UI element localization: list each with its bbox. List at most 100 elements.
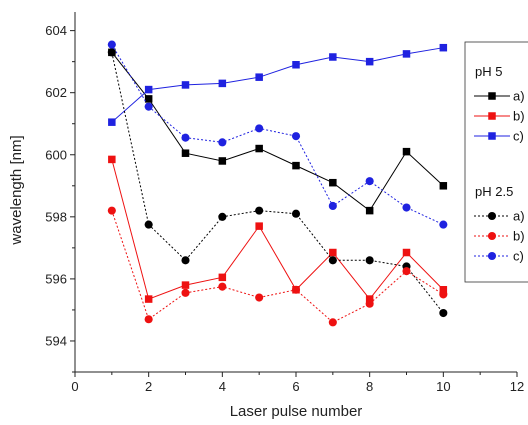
series-line [111, 159, 444, 300]
data-point [144, 295, 153, 303]
legend-entry-label: b) [513, 109, 525, 124]
y-tick-label: 600 [45, 147, 67, 162]
y-axis-title: wavelength [nm] [8, 135, 25, 245]
legend-box [464, 41, 528, 283]
data-point [402, 267, 411, 276]
data-point [218, 157, 227, 165]
series-1 [108, 155, 448, 303]
legend-marker [487, 251, 497, 261]
data-point [402, 248, 411, 257]
data-point [144, 102, 153, 111]
series-line [111, 210, 444, 323]
data-point [144, 95, 153, 103]
legend-entry-label: c) [513, 249, 524, 264]
legend-marker [487, 231, 497, 241]
x-axis-title: Laser pulse number [230, 403, 363, 420]
series-layer [107, 40, 448, 327]
data-point [255, 222, 263, 230]
data-point [292, 161, 300, 170]
data-point [329, 248, 337, 257]
y-tick-label: 594 [45, 333, 67, 348]
data-point [144, 85, 153, 94]
x-tick-label: 4 [219, 379, 226, 394]
series-2 [108, 43, 448, 126]
data-point [218, 282, 227, 291]
data-point [181, 133, 190, 142]
data-point [255, 206, 264, 215]
data-point [439, 43, 448, 52]
legend-marker [488, 92, 496, 100]
legend-marker [488, 132, 496, 140]
data-point [107, 48, 116, 57]
data-point [365, 57, 374, 66]
data-point [439, 308, 448, 318]
data-point [218, 273, 227, 282]
data-point [107, 206, 116, 215]
data-point [218, 79, 227, 88]
data-point [181, 288, 190, 297]
legend-entry-label: b) [513, 229, 525, 244]
data-point [328, 318, 337, 327]
x-tick-label: 6 [292, 379, 299, 394]
x-tick-label: 2 [145, 379, 152, 394]
data-point [107, 40, 116, 49]
data-point [218, 212, 227, 221]
data-point [181, 81, 190, 89]
data-point [402, 147, 411, 156]
data-point [329, 178, 337, 187]
series-line [111, 47, 444, 123]
legend-entry-label: a) [513, 89, 525, 104]
y-tick-label: 602 [45, 85, 67, 100]
data-point [365, 299, 374, 308]
y-tick-label: 604 [45, 23, 67, 38]
data-point [439, 286, 448, 294]
x-tick-label: 8 [366, 379, 373, 394]
data-point [439, 182, 448, 190]
data-point [181, 256, 190, 265]
x-tick-label: 0 [71, 379, 78, 394]
data-point [255, 293, 264, 302]
data-point [402, 50, 411, 58]
data-point [292, 61, 300, 69]
data-point [144, 315, 153, 324]
data-point [328, 256, 337, 265]
series-line [111, 44, 444, 226]
series-line [111, 52, 444, 212]
y-tick-label: 598 [45, 209, 67, 224]
data-point [255, 124, 264, 133]
x-tick-label: 10 [436, 379, 450, 394]
data-point [439, 220, 448, 229]
data-point [108, 118, 116, 126]
axes: 0 2 4 6 8 10 12 594 596 598 600 602 604 [45, 12, 524, 394]
series-3 [107, 48, 448, 318]
legend-group-title: pH 5 [475, 64, 502, 79]
legend-group-title: pH 2.5 [475, 184, 513, 199]
series-line [111, 52, 444, 314]
data-point [291, 285, 301, 294]
data-point [329, 53, 337, 61]
data-point [365, 177, 374, 186]
data-point [439, 290, 448, 299]
legend-marker [487, 211, 497, 221]
data-point [402, 203, 411, 212]
data-point [365, 256, 374, 265]
legend: pH 5a)b)c)pH 2.5a)b)c) [464, 41, 528, 283]
data-point [291, 132, 301, 141]
legend-entry-label: a) [513, 209, 525, 224]
y-tick-label: 596 [45, 271, 67, 286]
data-point [181, 281, 190, 289]
data-point [328, 201, 337, 211]
data-point [365, 295, 374, 303]
data-point [181, 149, 190, 157]
data-point [255, 73, 263, 81]
series-5 [107, 40, 448, 229]
legend-marker [488, 112, 496, 120]
series-4 [107, 206, 448, 327]
series-0 [108, 48, 448, 215]
data-point [365, 206, 374, 215]
data-point [218, 138, 227, 147]
legend-entry-label: c) [513, 129, 524, 144]
data-point [291, 209, 301, 218]
data-point [144, 220, 153, 229]
